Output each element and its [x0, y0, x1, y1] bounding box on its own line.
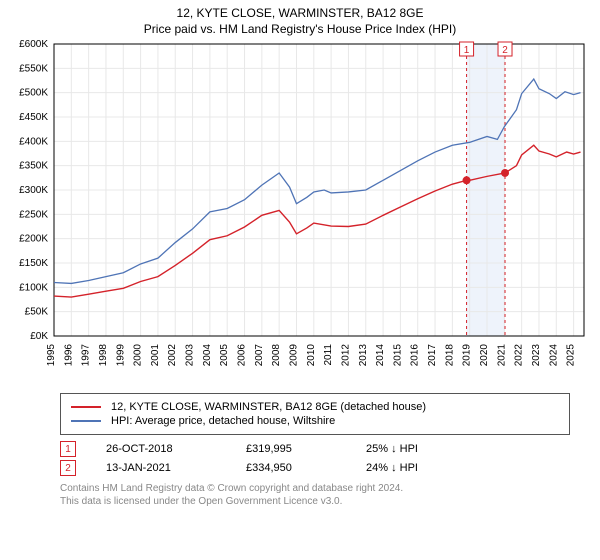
svg-text:2017: 2017 — [427, 344, 438, 367]
svg-text:2: 2 — [502, 45, 508, 56]
svg-text:2005: 2005 — [219, 344, 230, 367]
svg-text:2023: 2023 — [531, 344, 542, 367]
info-row: 2 13-JAN-2021 £334,950 24% ↓ HPI — [60, 460, 570, 476]
info-date: 13-JAN-2021 — [106, 462, 216, 474]
info-marker: 2 — [60, 460, 76, 476]
svg-text:2024: 2024 — [548, 344, 559, 367]
info-price: £319,995 — [246, 443, 336, 455]
info-rows: 1 26-OCT-2018 £319,995 25% ↓ HPI 2 13-JAN-202… — [60, 441, 570, 476]
svg-text:£500K: £500K — [19, 88, 48, 99]
svg-text:2000: 2000 — [133, 344, 144, 367]
svg-text:2021: 2021 — [496, 344, 507, 367]
svg-text:2016: 2016 — [410, 344, 421, 367]
footer-note: Contains HM Land Registry data © Crown c… — [60, 482, 570, 508]
legend-item: HPI: Average price, detached house, Wilt… — [71, 415, 559, 427]
svg-text:£400K: £400K — [19, 136, 48, 147]
info-date: 26-OCT-2018 — [106, 443, 216, 455]
line-chart-svg: £0K £50K £100K £150K £200K £250K £300K £350K £40… — [0, 36, 600, 386]
svg-text:2002: 2002 — [167, 344, 178, 367]
svg-text:2010: 2010 — [306, 344, 317, 367]
svg-text:1998: 1998 — [98, 344, 109, 367]
svg-text:2013: 2013 — [358, 344, 369, 367]
chart-area: £0K £50K £100K £150K £200K £250K £300K £350K £40… — [0, 36, 600, 389]
svg-text:2018: 2018 — [444, 344, 455, 367]
info-pct: 24% ↓ HPI — [366, 462, 418, 474]
footer-line1: Contains HM Land Registry data © Crown c… — [60, 482, 570, 495]
legend-swatch — [71, 420, 101, 422]
legend-label: 12, KYTE CLOSE, WARMINSTER, BA12 8GE (de… — [111, 401, 426, 413]
svg-text:£550K: £550K — [19, 63, 48, 74]
svg-text:1: 1 — [464, 45, 470, 56]
info-pct: 25% ↓ HPI — [366, 443, 418, 455]
svg-text:£300K: £300K — [19, 185, 48, 196]
svg-text:£150K: £150K — [19, 258, 48, 269]
svg-text:£250K: £250K — [19, 209, 48, 220]
info-marker: 1 — [60, 441, 76, 457]
svg-text:£200K: £200K — [19, 234, 48, 245]
footer-line2: This data is licensed under the Open Gov… — [60, 495, 570, 508]
legend: 12, KYTE CLOSE, WARMINSTER, BA12 8GE (de… — [60, 393, 570, 435]
svg-text:2012: 2012 — [340, 344, 351, 367]
svg-text:£0K: £0K — [30, 331, 48, 342]
svg-text:£350K: £350K — [19, 161, 48, 172]
svg-text:2008: 2008 — [271, 344, 282, 367]
svg-text:£50K: £50K — [25, 307, 49, 318]
svg-text:2009: 2009 — [288, 344, 299, 367]
legend-swatch — [71, 406, 101, 408]
svg-text:2015: 2015 — [392, 344, 403, 367]
svg-text:2014: 2014 — [375, 344, 386, 367]
svg-text:2004: 2004 — [202, 344, 213, 367]
svg-text:2007: 2007 — [254, 344, 265, 367]
svg-text:1995: 1995 — [46, 344, 57, 367]
legend-label: HPI: Average price, detached house, Wilt… — [111, 415, 335, 427]
title-line2: Price paid vs. HM Land Registry's House … — [0, 22, 600, 36]
title-line1: 12, KYTE CLOSE, WARMINSTER, BA12 8GE — [0, 6, 600, 20]
svg-text:2020: 2020 — [479, 344, 490, 367]
svg-text:2003: 2003 — [185, 344, 196, 367]
svg-text:2006: 2006 — [237, 344, 248, 367]
svg-text:2001: 2001 — [150, 344, 161, 367]
svg-text:1996: 1996 — [63, 344, 74, 367]
svg-text:£100K: £100K — [19, 282, 48, 293]
svg-text:2025: 2025 — [566, 344, 577, 367]
svg-text:2022: 2022 — [514, 344, 525, 367]
svg-text:£600K: £600K — [19, 39, 48, 50]
svg-text:1999: 1999 — [115, 344, 126, 367]
svg-text:2019: 2019 — [462, 344, 473, 367]
info-row: 1 26-OCT-2018 £319,995 25% ↓ HPI — [60, 441, 570, 457]
chart-titles: 12, KYTE CLOSE, WARMINSTER, BA12 8GE Pri… — [0, 0, 600, 36]
svg-text:1997: 1997 — [81, 344, 92, 367]
svg-text:2011: 2011 — [323, 344, 334, 366]
svg-text:£450K: £450K — [19, 112, 48, 123]
legend-item: 12, KYTE CLOSE, WARMINSTER, BA12 8GE (de… — [71, 401, 559, 413]
info-price: £334,950 — [246, 462, 336, 474]
